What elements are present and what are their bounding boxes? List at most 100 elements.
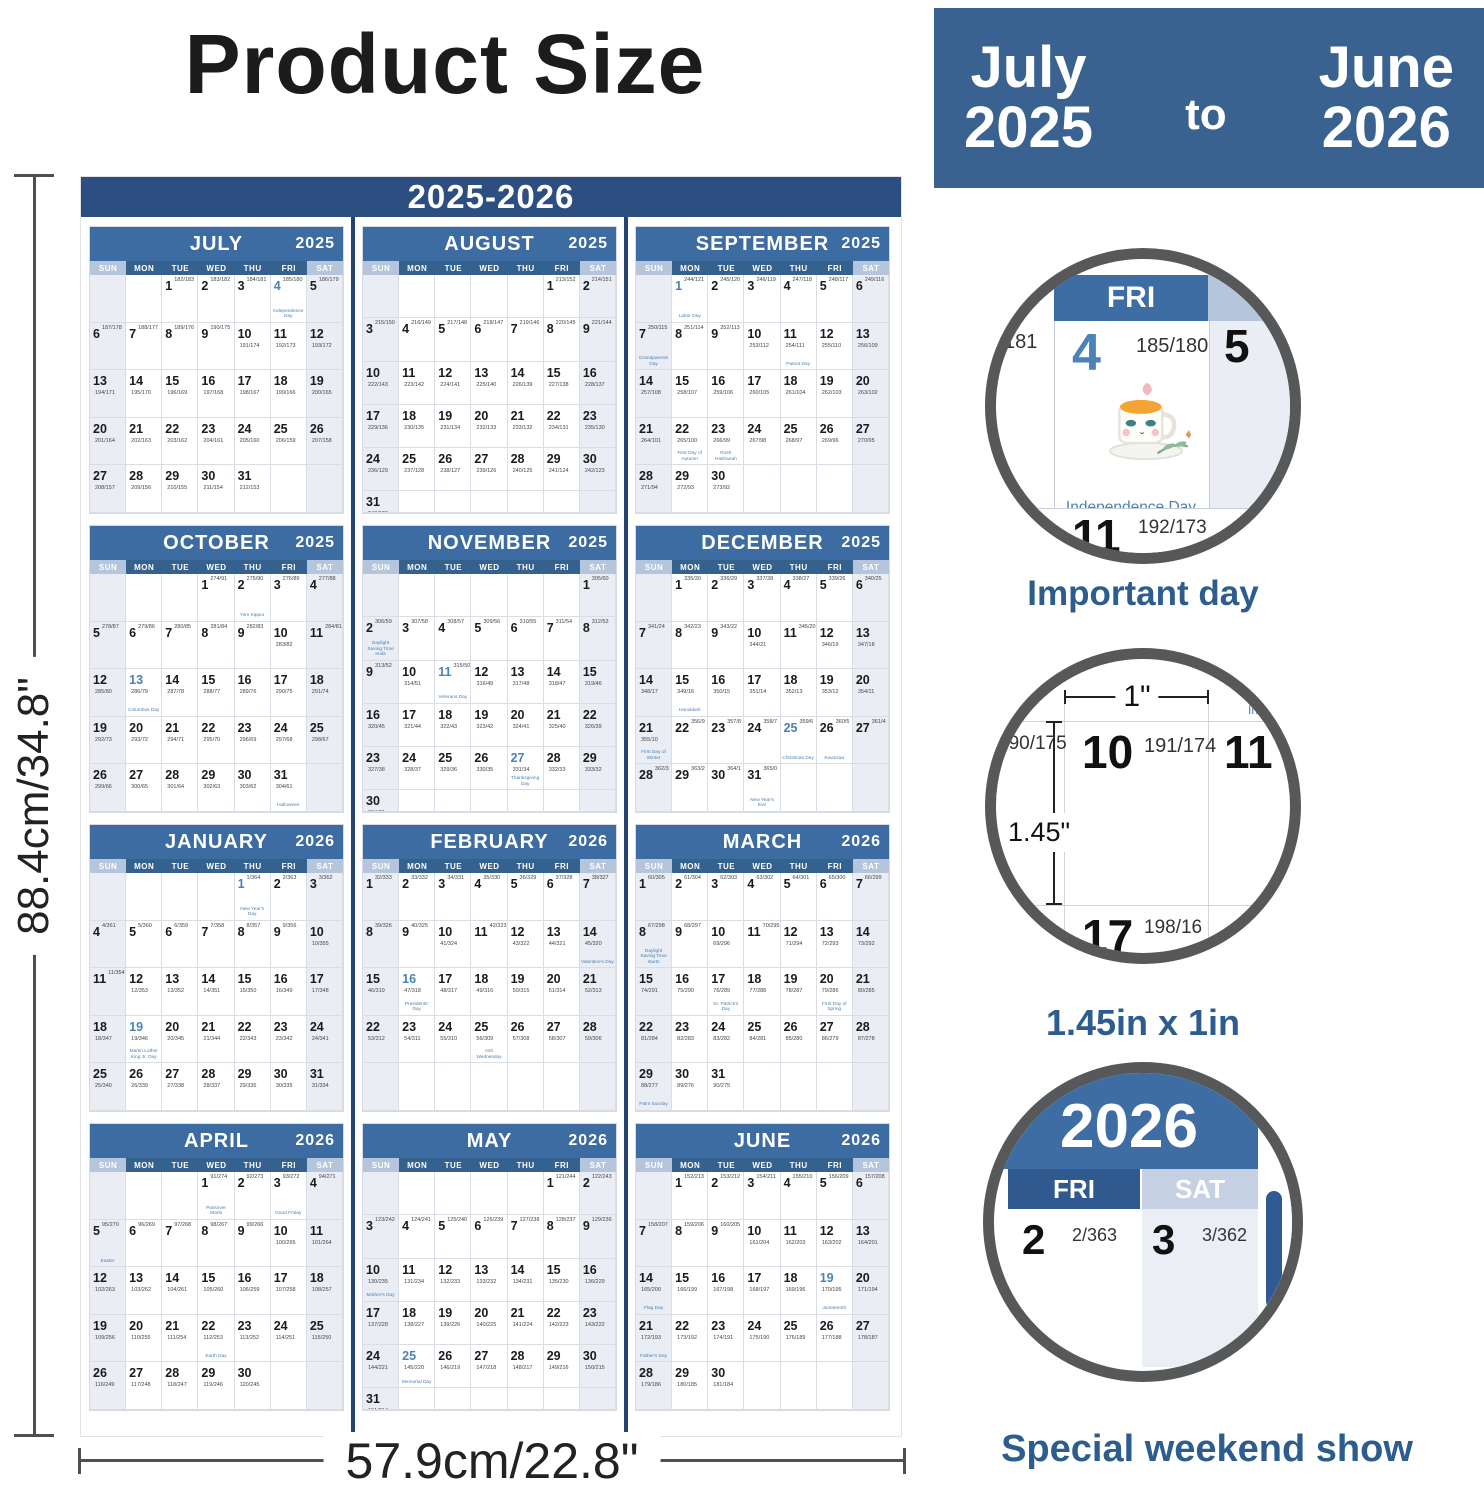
date-number: 1 (675, 1176, 683, 1190)
day-cell: 3 337/28 (744, 574, 781, 622)
date-number: 11 (438, 664, 452, 679)
month-november-2025: NOVEMBER 2025 SUN MON TUE WED THU FRI SAT 1 305/60… (362, 525, 617, 813)
day-of-year-annotation: 56/309 (476, 1035, 494, 1042)
date-number: 18 (309, 1271, 324, 1286)
saturday-date: 3 (1152, 1216, 1176, 1263)
date-number: 3 (402, 621, 410, 636)
month-october-2025: OCTOBER 2025 SUN MON TUE WED THU FRI SAT 1 274/91 2… (89, 525, 344, 813)
day-cell: 9 221/144 (579, 318, 616, 362)
weekday-header: FRI (270, 261, 307, 275)
month-august-2025: AUGUST 2025 SUN MON TUE WED THU FRI SAT 1 213/152 2… (362, 226, 617, 514)
day-cell: 11 42/323 (471, 920, 508, 969)
friday-date: 2 (1022, 1216, 1046, 1263)
day-of-year-annotation: 156/209 (828, 1174, 849, 1180)
day-cell: 3 276/89 (270, 574, 307, 622)
date-number: 13 (474, 365, 489, 380)
day-of-year-annotation: 140/225 (476, 1321, 497, 1328)
weekday-header: TUE (435, 859, 472, 873)
calendar-column-3: SEPTEMBER 2025 SUN MON TUE WED THU FRI SAT 1 244/1… (635, 226, 890, 1430)
day-cell: 11101/264 (306, 1219, 343, 1268)
day-of-year-annotation: 17/348 (311, 988, 329, 995)
day-of-year-annotation: 355/10 (641, 736, 658, 743)
day-of-year-annotation: 187/178 (101, 324, 122, 331)
day-cell (543, 1063, 580, 1111)
day-cell: 23143/222 (579, 1301, 616, 1346)
day-cell (399, 1388, 436, 1410)
day-cell: 19139/226 (435, 1301, 472, 1346)
holiday-label: Daylight Saving Time starts (640, 948, 667, 965)
date-number: 23 (582, 1305, 597, 1320)
month-year: 2026 (295, 1132, 335, 1149)
date-number: 30 (582, 452, 597, 467)
day-cell (435, 574, 472, 618)
date-number: 3 (237, 279, 245, 293)
day-of-year-annotation: 205/160 (239, 437, 260, 444)
date-number: 13 (546, 924, 561, 939)
banner-from-year: 2025 (964, 95, 1094, 160)
date-number: 6 (129, 625, 137, 640)
day-cell: 5 36/329 (507, 873, 544, 921)
day-cell (507, 790, 544, 812)
column-divider (624, 217, 628, 1436)
date-number: 8 (546, 322, 554, 337)
day-cell: 24297/68 (270, 716, 307, 765)
day-of-year-annotation: 344/21 (749, 641, 767, 648)
date-number: 22 (639, 1019, 653, 1034)
date-number: 20 (819, 972, 834, 987)
date-number: 24 (309, 1019, 324, 1034)
cell-width-label: 1" (1115, 680, 1159, 714)
day-cell: 11254/111 Patriot Day (780, 322, 817, 371)
date-number: 7 (639, 326, 646, 341)
calendar-poster: 2025-2026 JULY 2025 SUN MON TUE WED THU FRI SAT 1… (80, 176, 902, 1437)
day-of-year-annotation: 302/63 (203, 784, 221, 791)
day-of-year-annotation: 283/82 (275, 641, 293, 648)
banner-from-month: July (970, 34, 1087, 100)
day-of-year-annotation: 166/199 (677, 1287, 698, 1294)
banner-to-word: to (1185, 90, 1227, 139)
day-of-year-annotation: 58/307 (548, 1035, 566, 1042)
date-number: 9 (711, 1223, 719, 1238)
date-number: 26 (129, 1067, 144, 1082)
date-number: 14 (582, 924, 597, 939)
next-week-annotation: 198/16 (1144, 917, 1203, 938)
day-cell: 21111/254 (162, 1314, 199, 1363)
day-of-year-annotation: 350/15 (713, 689, 731, 696)
date-number: 24 (747, 1318, 762, 1333)
day-cell (579, 1063, 616, 1111)
weekday-header: SUN (90, 859, 127, 873)
month-name: AUGUST 2025 (363, 227, 616, 261)
date-number: 8 (546, 1219, 554, 1234)
day-of-year-annotation: 25/340 (95, 1083, 112, 1090)
date-number: 29 (675, 768, 690, 783)
day-of-year-annotation: 87/278 (857, 1035, 875, 1042)
date-number: 5 (309, 279, 317, 293)
date-number: 16 (711, 673, 726, 688)
date-number: 29 (546, 1349, 561, 1364)
weekday-header-row: SUN MON TUE WED THU FRI SAT (636, 560, 889, 574)
day-of-year-annotation: 150/215 (584, 1365, 605, 1372)
date-number: 1 (366, 877, 373, 891)
day-of-year-annotation: 232/133 (476, 424, 497, 431)
day-cell: 13194/171 (90, 370, 127, 418)
day-of-year-annotation: 73/292 (857, 940, 875, 947)
day-of-year-annotation: 192/173 (275, 342, 296, 349)
page-title: Product Size (184, 17, 706, 111)
date-number: 1 (639, 877, 646, 891)
day-of-year-annotation: 110/255 (131, 1334, 151, 1341)
weekday-header: MON (672, 859, 709, 873)
day-cell: 24328/37 (399, 747, 436, 791)
day-cell: 25 359/6 Christmas Day (780, 716, 817, 765)
day-of-year-annotation: 88/277 (641, 1083, 658, 1090)
day-cell: 21355/10 First Day of Winter (636, 716, 673, 765)
day-of-year-annotation: 3/362 (318, 875, 333, 881)
date-number: 25 (402, 452, 417, 467)
month-year: 2025 (295, 534, 335, 551)
date-number: 27 (855, 1318, 870, 1333)
day-of-year-annotation: 288/77 (203, 689, 221, 696)
day-cell: 6 126/239 (471, 1215, 508, 1259)
day-of-year-annotation: 200/165 (311, 390, 332, 397)
date-number: 10 (747, 625, 762, 640)
day-cell: 18108/257 (306, 1267, 343, 1315)
next-date: 11 (1224, 726, 1273, 778)
weekday-header: THU (780, 560, 817, 574)
